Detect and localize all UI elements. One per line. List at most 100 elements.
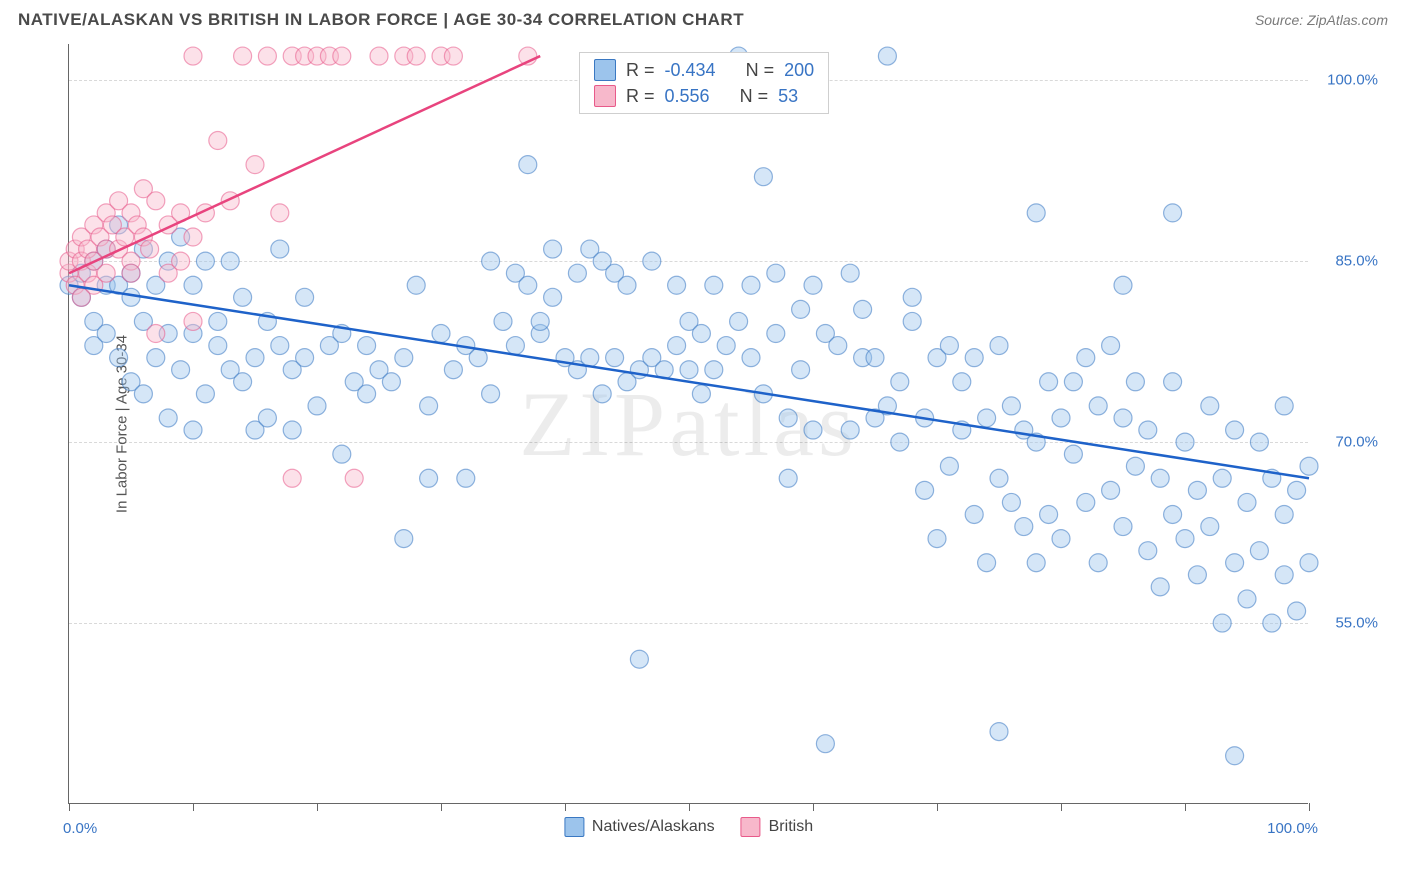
scatter-point bbox=[792, 300, 810, 318]
scatter-point bbox=[1226, 554, 1244, 572]
scatter-point bbox=[618, 276, 636, 294]
legend-label: Natives/Alaskans bbox=[592, 818, 715, 836]
scatter-point bbox=[519, 156, 537, 174]
scatter-point bbox=[283, 421, 301, 439]
scatter-point bbox=[965, 505, 983, 523]
scatter-point bbox=[1064, 445, 1082, 463]
stats-label-n: N = bbox=[746, 60, 775, 81]
scatter-point bbox=[296, 349, 314, 367]
scatter-point bbox=[1164, 505, 1182, 523]
stats-swatch bbox=[594, 59, 616, 81]
scatter-point bbox=[854, 300, 872, 318]
scatter-point bbox=[1213, 469, 1231, 487]
scatter-point bbox=[1052, 409, 1070, 427]
scatter-point bbox=[395, 530, 413, 548]
scatter-point bbox=[804, 276, 822, 294]
scatter-point bbox=[1027, 554, 1045, 572]
scatter-point bbox=[296, 288, 314, 306]
scatter-point bbox=[308, 397, 326, 415]
legend: Natives/AlaskansBritish bbox=[564, 817, 813, 837]
scatter-point bbox=[841, 264, 859, 282]
scatter-point bbox=[544, 288, 562, 306]
scatter-point bbox=[97, 264, 115, 282]
scatter-point bbox=[1027, 204, 1045, 222]
scatter-point bbox=[134, 385, 152, 403]
scatter-point bbox=[1102, 337, 1120, 355]
scatter-point bbox=[370, 47, 388, 65]
scatter-point bbox=[668, 337, 686, 355]
scatter-point bbox=[283, 469, 301, 487]
scatter-point bbox=[692, 325, 710, 343]
y-tick-label: 70.0% bbox=[1318, 434, 1378, 451]
scatter-point bbox=[1151, 469, 1169, 487]
scatter-point bbox=[891, 373, 909, 391]
scatter-point bbox=[184, 312, 202, 330]
scatter-point bbox=[1188, 566, 1206, 584]
scatter-point bbox=[1201, 518, 1219, 536]
scatter-point bbox=[978, 554, 996, 572]
x-tick bbox=[1061, 803, 1062, 811]
scatter-point bbox=[1263, 614, 1281, 632]
scatter-point bbox=[209, 312, 227, 330]
scatter-point bbox=[903, 288, 921, 306]
plot-area: 55.0%70.0%85.0%100.0%0.0%100.0%In Labor … bbox=[68, 44, 1308, 804]
scatter-point bbox=[990, 337, 1008, 355]
scatter-point bbox=[494, 312, 512, 330]
y-tick-label: 100.0% bbox=[1318, 72, 1378, 89]
source-attribution: Source: ZipAtlas.com bbox=[1255, 12, 1388, 28]
scatter-point bbox=[333, 445, 351, 463]
x-tick bbox=[441, 803, 442, 811]
scatter-point bbox=[531, 312, 549, 330]
scatter-point bbox=[903, 312, 921, 330]
scatter-point bbox=[457, 469, 475, 487]
scatter-point bbox=[1102, 481, 1120, 499]
scatter-point bbox=[1114, 409, 1132, 427]
scatter-svg bbox=[69, 44, 1309, 804]
stats-row: R = -0.434 N = 200 bbox=[580, 57, 828, 83]
scatter-point bbox=[1288, 602, 1306, 620]
scatter-point bbox=[246, 349, 264, 367]
scatter-point bbox=[1275, 505, 1293, 523]
scatter-point bbox=[1164, 373, 1182, 391]
y-tick-label: 55.0% bbox=[1318, 615, 1378, 632]
scatter-point bbox=[767, 264, 785, 282]
scatter-point bbox=[172, 361, 190, 379]
scatter-point bbox=[122, 288, 140, 306]
scatter-point bbox=[940, 457, 958, 475]
chart-title: NATIVE/ALASKAN VS BRITISH IN LABOR FORCE… bbox=[18, 10, 744, 30]
scatter-point bbox=[482, 385, 500, 403]
scatter-point bbox=[432, 325, 450, 343]
stats-label-r: R = bbox=[626, 86, 655, 107]
scatter-point bbox=[643, 252, 661, 270]
stats-value-r: 0.556 bbox=[665, 86, 710, 107]
scatter-point bbox=[147, 192, 165, 210]
scatter-point bbox=[159, 409, 177, 427]
scatter-point bbox=[420, 469, 438, 487]
scatter-point bbox=[816, 735, 834, 753]
scatter-point bbox=[779, 409, 797, 427]
scatter-point bbox=[345, 469, 363, 487]
scatter-point bbox=[221, 252, 239, 270]
scatter-point bbox=[742, 349, 760, 367]
stats-label-n: N = bbox=[740, 86, 769, 107]
scatter-point bbox=[1275, 397, 1293, 415]
scatter-point bbox=[271, 204, 289, 222]
scatter-point bbox=[1176, 530, 1194, 548]
scatter-point bbox=[1300, 457, 1318, 475]
scatter-point bbox=[680, 361, 698, 379]
scatter-point bbox=[147, 349, 165, 367]
scatter-point bbox=[940, 337, 958, 355]
scatter-point bbox=[395, 349, 413, 367]
scatter-point bbox=[184, 421, 202, 439]
scatter-point bbox=[519, 276, 537, 294]
scatter-point bbox=[1052, 530, 1070, 548]
scatter-point bbox=[792, 361, 810, 379]
scatter-point bbox=[1126, 373, 1144, 391]
scatter-point bbox=[878, 47, 896, 65]
scatter-point bbox=[544, 240, 562, 258]
scatter-point bbox=[1238, 590, 1256, 608]
scatter-point bbox=[779, 469, 797, 487]
scatter-point bbox=[147, 325, 165, 343]
legend-swatch bbox=[741, 817, 761, 837]
scatter-point bbox=[184, 228, 202, 246]
